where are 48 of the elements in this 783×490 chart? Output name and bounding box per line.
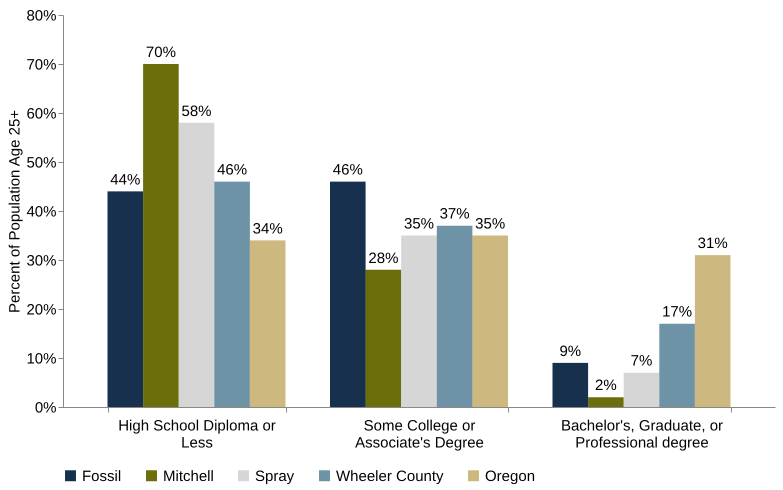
legend-label: Spray <box>255 468 295 485</box>
bar <box>330 182 366 407</box>
bar <box>366 270 402 407</box>
x-tick-label: Bachelor's, Graduate, or Professional degree <box>560 418 724 452</box>
legend-label: Mitchell <box>163 468 214 485</box>
data-label: 70% <box>146 44 176 61</box>
y-tick-label: 0% <box>34 400 56 416</box>
y-tick-label: 30% <box>26 252 56 270</box>
x-tick-label: Some College or Associate's Degree <box>355 418 484 452</box>
x-tick-label: High School Diploma or Less <box>118 418 276 452</box>
data-label: 44% <box>110 171 140 188</box>
bar <box>108 191 144 407</box>
data-label: 46% <box>217 162 248 179</box>
data-label: 31% <box>698 235 728 252</box>
bar <box>250 240 286 407</box>
bar <box>588 397 624 407</box>
data-label: 7% <box>630 352 652 370</box>
data-label: 35% <box>404 216 434 232</box>
y-tick-label: 60% <box>26 106 56 122</box>
data-label: 17% <box>662 304 692 321</box>
bar <box>143 64 179 407</box>
bar <box>694 255 730 407</box>
bar <box>472 236 508 407</box>
y-tick-label: 50% <box>26 154 56 172</box>
data-label: 37% <box>440 206 470 223</box>
y-tick-label: 10% <box>26 350 56 368</box>
data-label: 9% <box>559 342 582 360</box>
y-axis-title: Percent of Population Age 25+ <box>6 110 24 314</box>
data-label: 2% <box>595 377 617 394</box>
legend-label: Wheeler County <box>336 468 444 485</box>
bar <box>659 324 695 407</box>
data-label: 35% <box>475 216 506 232</box>
bar <box>401 236 437 407</box>
legend-label: Fossil <box>82 468 122 485</box>
bar <box>624 372 660 407</box>
y-tick-label: 70% <box>26 56 56 74</box>
y-tick-label: 40% <box>26 204 56 220</box>
y-tick-label: 20% <box>26 302 56 318</box>
bar <box>436 226 472 407</box>
data-label: 34% <box>252 220 283 238</box>
bar <box>178 122 214 407</box>
data-label: 46% <box>332 162 363 179</box>
legend-label: Oregon <box>485 468 536 485</box>
data-label: 58% <box>181 102 212 120</box>
bar <box>214 182 250 407</box>
bar <box>552 362 588 407</box>
data-label: 28% <box>368 250 398 267</box>
y-tick-label: 80% <box>26 8 56 24</box>
